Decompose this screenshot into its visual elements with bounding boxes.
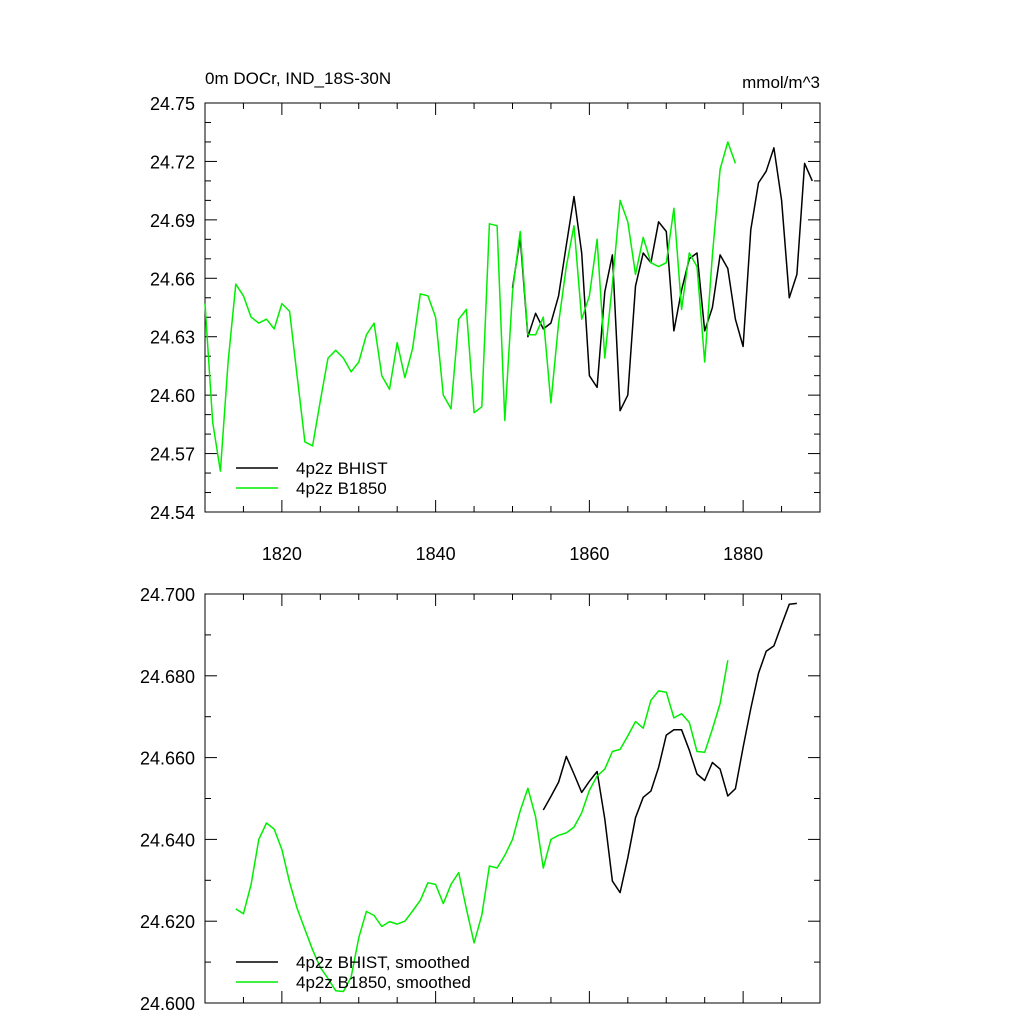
legend-label: 4p2z B1850 [296,479,387,498]
y-tick-label: 24.72 [150,152,195,172]
x-tick-label: 1860 [569,544,609,564]
series-line [542,602,797,894]
y-tick-label: 24.63 [150,328,195,348]
legend-label: 4p2z B1850, smoothed [296,973,471,992]
y-tick-label: 24.680 [140,667,195,687]
units-label: mmol/m^3 [742,73,820,92]
series-line [204,141,737,472]
bottom-panel: 24.600 24.620 24.640 24.660 24.680 24.700 4p2z… [140,585,821,1014]
y-tick-label: 24.640 [140,830,195,850]
chart-title: 0m DOCr, IND_18S-30N [205,69,391,88]
y-tick-label: 24.66 [150,269,195,289]
series-line [235,660,729,993]
x-tick-label: 1840 [416,544,456,564]
y-tick-label: 24.57 [150,445,195,465]
series-line [511,147,813,412]
plot-frame [204,102,821,513]
y-tick-label: 24.69 [150,211,195,231]
legend-label: 4p2z BHIST, smoothed [296,953,470,972]
plot-frame [204,593,821,1004]
y-tick-label: 24.620 [140,912,195,932]
y-tick-label: 24.660 [140,749,195,769]
top-panel: 1820 1840 1860 1880 24.54 24.57 24.60 24.63 24.6… [150,69,821,564]
x-tick-label: 1820 [262,544,302,564]
y-tick-label: 24.60 [150,386,195,406]
y-tick-label: 24.700 [140,585,195,605]
x-tick-label: 1880 [723,544,763,564]
y-tick-label: 24.54 [150,503,195,523]
y-tick-label: 24.600 [140,994,195,1014]
legend-label: 4p2z BHIST [296,459,388,478]
y-tick-label: 24.75 [150,94,195,114]
